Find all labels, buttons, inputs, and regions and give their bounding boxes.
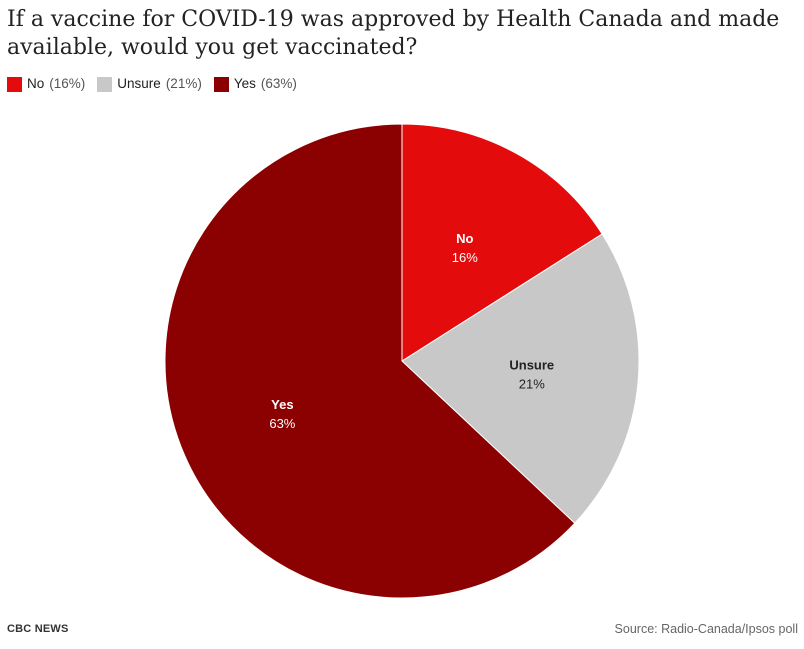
slice-label-unsure: Unsure [509,357,554,372]
legend-swatch-yes [213,76,229,92]
legend-value-no: (16%) [49,76,86,91]
chart-legend: No (16%) Unsure (21%) Yes (63%) [7,75,297,93]
legend-label-unsure: Unsure [117,76,161,91]
slice-value-yes: 63% [269,416,295,431]
slice-label-yes: Yes [271,397,293,412]
legend-swatch-unsure [97,76,113,92]
pie-chart-area: No 16% Unsure 21% Yes 63% [0,110,804,610]
legend-value-yes: (63%) [260,76,297,91]
legend-swatch-no [7,76,22,92]
pie-slice-no [401,123,603,362]
legend-item-unsure: Unsure (21%) [97,75,202,93]
chart-title: If a vaccine for COVID-19 was approved b… [7,7,780,60]
legend-label-yes: Yes [233,76,256,91]
pie-slice-yes [164,123,576,599]
legend-item-no: No (16%) [7,75,85,93]
legend-item-yes: Yes (63%) [213,75,297,93]
brand-label: CBC NEWS [7,623,69,635]
slice-label-no: No [456,231,473,246]
legend-label-no: No [27,76,45,91]
source-note: Source: Radio-Canada/Ipsos poll [614,622,798,636]
pie-chart: No 16% Unsure 21% Yes 63% [164,123,640,599]
legend-value-unsure: (21%) [165,76,202,91]
pie-slice-unsure [401,233,640,524]
slice-value-no: 16% [452,250,478,265]
slice-value-unsure: 21% [519,376,545,391]
